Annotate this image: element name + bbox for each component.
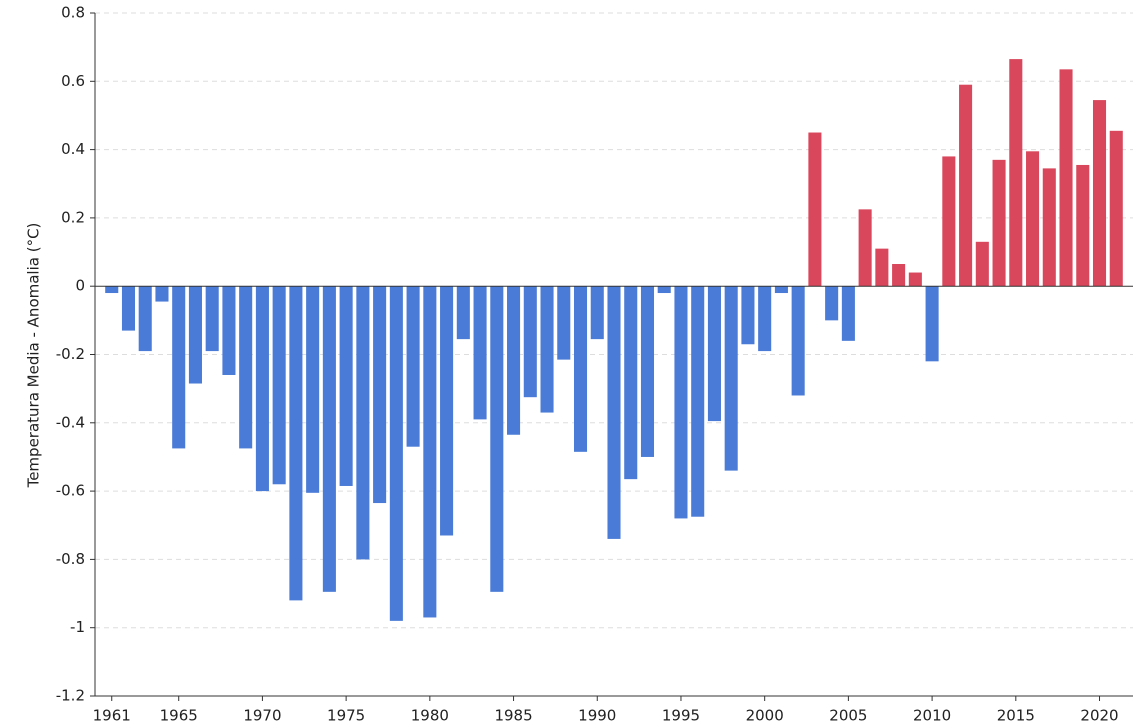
x-tick-label: 2015 bbox=[997, 707, 1035, 725]
bar bbox=[121, 286, 136, 331]
bar bbox=[389, 286, 403, 621]
bar bbox=[992, 159, 1006, 287]
bar bbox=[105, 286, 119, 294]
bar bbox=[356, 286, 370, 560]
bar bbox=[423, 286, 437, 618]
bar bbox=[155, 286, 169, 302]
bar bbox=[456, 286, 470, 340]
bar bbox=[607, 286, 621, 539]
bar bbox=[1059, 69, 1073, 287]
bar bbox=[306, 286, 320, 493]
y-tick-label: -1 bbox=[70, 618, 85, 636]
bar bbox=[473, 286, 487, 420]
bar bbox=[707, 286, 721, 422]
y-tick-label: -0.8 bbox=[56, 550, 85, 568]
x-tick-label: 1990 bbox=[578, 707, 616, 725]
bar bbox=[825, 286, 839, 321]
y-tick-label: -0.2 bbox=[56, 345, 85, 363]
y-tick-label: 0.2 bbox=[61, 208, 85, 226]
bar bbox=[959, 84, 973, 287]
x-tick-label: 1995 bbox=[662, 707, 700, 725]
bar bbox=[674, 286, 688, 519]
bar bbox=[1009, 59, 1023, 287]
bar bbox=[1092, 100, 1107, 287]
bar bbox=[1042, 168, 1056, 287]
bar bbox=[590, 286, 604, 340]
bar bbox=[322, 286, 336, 592]
bar bbox=[640, 286, 655, 457]
bar bbox=[1026, 151, 1040, 287]
bar bbox=[440, 286, 454, 536]
bar bbox=[808, 132, 822, 287]
y-axis-label: Temperatura Media - Anomalia (°C) bbox=[25, 223, 43, 489]
x-tick-label: 2000 bbox=[746, 707, 784, 725]
bar bbox=[540, 286, 554, 413]
y-tick-label: -0.4 bbox=[56, 413, 85, 431]
bar bbox=[724, 286, 738, 471]
x-tick-label: 1975 bbox=[327, 707, 365, 725]
x-tick-label: 1961 bbox=[93, 707, 131, 725]
x-tick-label: 1985 bbox=[494, 707, 532, 725]
bar bbox=[138, 286, 152, 352]
bar bbox=[339, 286, 353, 486]
bar bbox=[406, 286, 420, 447]
bar bbox=[858, 209, 872, 287]
bar bbox=[289, 286, 303, 601]
bar bbox=[875, 248, 889, 287]
bar bbox=[791, 286, 805, 396]
x-tick-label: 1970 bbox=[243, 707, 281, 725]
x-tick-label: 2020 bbox=[1080, 707, 1118, 725]
y-tick-label: 0.6 bbox=[61, 72, 85, 90]
bar bbox=[239, 286, 253, 449]
bar bbox=[373, 286, 387, 504]
bar bbox=[975, 241, 989, 287]
bar bbox=[205, 286, 219, 352]
bar bbox=[942, 156, 956, 287]
bar bbox=[573, 286, 588, 452]
bar bbox=[624, 286, 638, 480]
bar bbox=[557, 286, 571, 360]
bar bbox=[188, 286, 202, 384]
bar bbox=[172, 286, 186, 449]
bar bbox=[758, 286, 772, 352]
x-tick-label: 2010 bbox=[913, 707, 951, 725]
bar bbox=[255, 286, 269, 492]
bar bbox=[523, 286, 537, 398]
y-tick-label: 0.4 bbox=[61, 140, 85, 158]
x-tick-label: 1965 bbox=[160, 707, 198, 725]
x-tick-label: 1980 bbox=[411, 707, 449, 725]
bar bbox=[741, 286, 755, 345]
bar bbox=[222, 286, 236, 375]
y-tick-label: -0.6 bbox=[56, 482, 85, 500]
bar bbox=[841, 286, 855, 341]
bar bbox=[691, 286, 705, 517]
bar bbox=[657, 286, 671, 294]
bar bbox=[490, 286, 504, 592]
bar bbox=[272, 286, 286, 485]
y-tick-label: -1.2 bbox=[56, 687, 85, 705]
bar bbox=[908, 272, 922, 287]
y-tick-label: 0 bbox=[75, 277, 85, 295]
bar bbox=[1109, 130, 1123, 287]
bar bbox=[774, 286, 788, 294]
bar bbox=[892, 264, 906, 287]
bar bbox=[1076, 164, 1090, 287]
bar bbox=[925, 286, 939, 362]
x-tick-label: 2005 bbox=[829, 707, 867, 725]
y-tick-label: 0.8 bbox=[61, 4, 85, 22]
bar bbox=[507, 286, 521, 435]
